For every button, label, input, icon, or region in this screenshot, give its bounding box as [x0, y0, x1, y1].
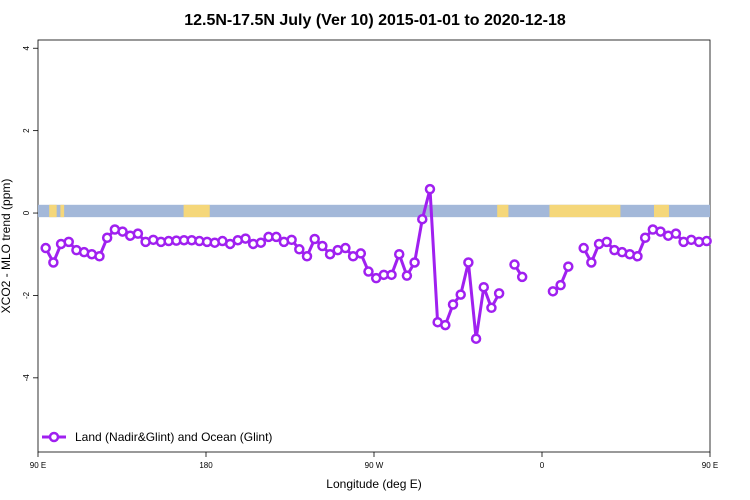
data-point	[601, 236, 612, 248]
data-point	[63, 236, 74, 248]
x-tick-label: 90 E	[30, 461, 46, 470]
data-point	[655, 226, 666, 237]
data-point	[101, 232, 113, 244]
data-point	[493, 288, 505, 299]
y-tick-label: 2	[22, 128, 31, 133]
land-segment	[654, 204, 669, 218]
y-tick-label: 4	[22, 45, 31, 50]
data-point	[547, 286, 559, 297]
data-point	[409, 257, 420, 268]
data-point	[401, 270, 413, 281]
legend-marker	[48, 431, 60, 443]
land-segment	[549, 204, 621, 218]
x-axis-label: Longitude (deg E)	[326, 477, 421, 491]
x-tick-label: 180	[199, 461, 213, 470]
x-tick-label: 90 W	[365, 461, 384, 470]
y-tick-label: -4	[22, 374, 31, 382]
land-ocean-band	[38, 204, 710, 218]
land-segment	[497, 204, 509, 218]
y-tick-label: 0	[22, 210, 31, 215]
data-point	[670, 228, 682, 239]
data-point	[40, 242, 51, 254]
data-point	[240, 233, 251, 244]
data-point	[48, 257, 59, 268]
y-axis-label: XCO2 - MLO trend (ppm)	[0, 179, 13, 314]
legend: Land (Nadir&Glint) and Ocean (Glint)	[42, 430, 272, 444]
data-point	[455, 289, 466, 300]
y-tick-label: -2	[22, 291, 31, 299]
data-point	[463, 257, 474, 268]
data-point	[294, 244, 305, 255]
data-point	[440, 319, 451, 331]
data-point	[117, 226, 128, 237]
data-point	[355, 248, 367, 259]
land-segment	[49, 204, 57, 218]
data-point	[94, 251, 105, 262]
data-point	[271, 231, 282, 243]
x-tick-label: 90 E	[702, 461, 718, 470]
data-point	[470, 333, 482, 344]
data-point	[132, 228, 144, 239]
data-point	[486, 302, 497, 314]
y-axis-ticks: 4 2 0 -2 -4	[22, 45, 38, 381]
land-segment	[60, 204, 65, 218]
data-point	[324, 248, 336, 260]
data-point	[317, 240, 328, 252]
data-point	[393, 248, 405, 260]
data-point	[563, 261, 574, 272]
data-point	[516, 271, 528, 283]
data-point	[447, 299, 459, 310]
chart-title: 12.5N-17.5N July (Ver 10) 2015-01-01 to …	[184, 12, 566, 29]
data-point	[417, 213, 428, 225]
data-point	[478, 281, 490, 293]
x-axis-ticks: 90 E 180 90 W 0 90 E	[30, 452, 718, 470]
data-point	[555, 279, 566, 291]
data-point	[255, 237, 267, 248]
data-point	[639, 232, 651, 244]
data-point	[632, 251, 643, 262]
data-point	[509, 259, 520, 270]
data-point	[701, 235, 712, 247]
legend-label: Land (Nadir&Glint) and Ocean (Glint)	[75, 430, 272, 444]
data-point	[578, 242, 589, 254]
data-point	[301, 251, 313, 262]
x-tick-label: 0	[540, 461, 545, 470]
data-point	[286, 234, 297, 246]
series-layer	[40, 183, 712, 344]
data-point	[363, 266, 374, 277]
data-point	[586, 257, 597, 268]
data-point	[386, 269, 397, 281]
land-segment	[183, 204, 210, 218]
data-point	[340, 242, 351, 254]
data-point	[309, 233, 320, 245]
data-point	[424, 183, 436, 195]
